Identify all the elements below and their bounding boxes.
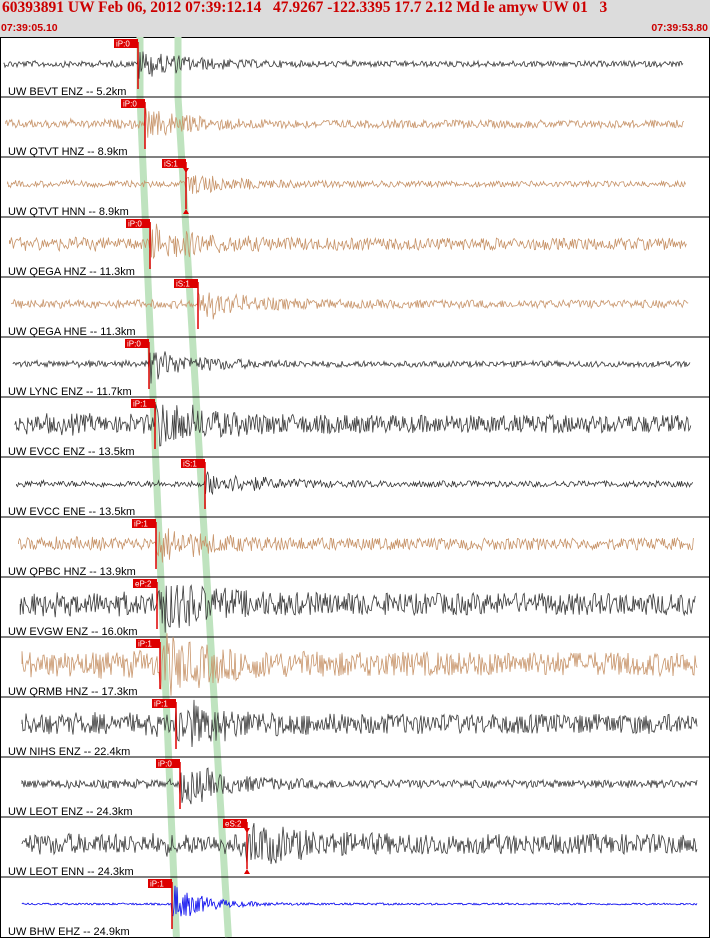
trace-label: UW BEVT ENZ -- 5.2km: [8, 86, 126, 98]
trace-row[interactable]: eS:2 UW LEOT ENN -- 24.3km: [0, 816, 710, 878]
trace-label: UW LYNC ENZ -- 11.7km: [8, 386, 132, 398]
pick-label: iP:0: [158, 760, 172, 769]
waveform: [16, 471, 693, 496]
trace-label: UW EVCC ENZ -- 13.5km: [8, 446, 135, 458]
trace-row[interactable]: iP:0 UW BEVT ENZ -- 5.2km: [3, 39, 684, 98]
trace-label: UW QTVT HNN -- 8.9km: [8, 206, 129, 218]
pick-label: iS:1: [183, 460, 197, 469]
pick-label: iP:0: [128, 220, 142, 229]
pick-flag[interactable]: [152, 699, 176, 708]
event-title: 60393891 UW Feb 06, 2012 07:39:12.14 47.…: [2, 0, 608, 16]
waveform: [19, 584, 696, 633]
trace-row[interactable]: iP:0 UW LEOT ENZ -- 24.3km: [0, 756, 710, 818]
pick-flag[interactable]: [121, 99, 145, 108]
waveform: [12, 351, 691, 384]
pick-label: iS:1: [176, 280, 190, 289]
pick-flag[interactable]: [156, 759, 180, 768]
waveform: [21, 823, 698, 865]
pick-label: iP:1: [154, 700, 168, 709]
waveform: [3, 51, 684, 79]
pick-flag[interactable]: [181, 459, 205, 468]
trace-label: UW EVCC ENE -- 13.5km: [8, 506, 135, 518]
trace-label: UW EVGW ENZ -- 16.0km: [8, 626, 138, 638]
pick-flag[interactable]: [125, 339, 149, 348]
pick-flag[interactable]: [162, 159, 186, 168]
waveform: [21, 885, 698, 917]
pick-marker-top: [244, 828, 250, 833]
pick-label: iP:1: [138, 640, 152, 649]
pick-label: iP:1: [150, 880, 164, 889]
pick-flag[interactable]: [132, 519, 156, 528]
trace-row[interactable]: iP:0 UW QEGA HNZ -- 11.3km: [0, 216, 710, 278]
waveform: [7, 175, 686, 195]
pick-label: iP:0: [127, 340, 141, 349]
pick-marker-bottom: [183, 209, 189, 214]
trace-row[interactable]: iP:1 UW NIHS ENZ -- 22.4km: [0, 696, 710, 758]
pick-flag[interactable]: [131, 399, 155, 408]
pick-flag[interactable]: [133, 579, 157, 588]
trace-label: UW QRMB HNZ -- 17.3km: [8, 686, 138, 698]
waveform: [18, 528, 694, 563]
pick-label: eS:2: [225, 820, 242, 829]
waveform: [21, 767, 698, 805]
p-phase-band: [136, 37, 180, 938]
start-time: 07:39:05.10: [1, 22, 58, 34]
waveform: [21, 699, 698, 748]
trace-label: UW QEGA HNE -- 11.3km: [8, 326, 136, 338]
trace-row[interactable]: iP:1 UW BHW EHZ -- 24.9km: [0, 876, 710, 938]
pick-flag[interactable]: [126, 219, 150, 228]
pick-label: iP:1: [133, 400, 147, 409]
trace-row[interactable]: iS:1 UW QTVT HNN -- 8.9km: [0, 156, 710, 218]
waveform: [21, 633, 698, 696]
trace-label: UW QEGA HNZ -- 11.3km: [8, 266, 135, 278]
waveform: [14, 404, 692, 447]
waveform: [5, 108, 685, 138]
pick-marker-bottom: [244, 869, 250, 874]
pick-label: iP:0: [123, 100, 137, 109]
pick-marker-top: [183, 168, 189, 173]
trace-row[interactable]: iS:1 UW QEGA HNE -- 11.3km: [0, 276, 710, 338]
waveform: [9, 222, 687, 260]
pick-label: iS:1: [164, 160, 178, 169]
trace-row[interactable]: iP:0 UW LYNC ENZ -- 11.7km: [0, 336, 710, 398]
end-time: 07:39:53.80: [651, 22, 708, 34]
pick-label: eP:2: [135, 580, 152, 589]
trace-label: UW LEOT ENZ -- 24.3km: [8, 806, 132, 818]
pick-flag[interactable]: [148, 879, 172, 888]
pick-flag[interactable]: [223, 819, 247, 828]
trace-row[interactable]: iP:1 UW QRMB HNZ -- 17.3km: [0, 633, 710, 698]
pick-label: iP:0: [116, 40, 130, 49]
pick-flag[interactable]: [114, 39, 138, 48]
pick-flag[interactable]: [174, 279, 198, 288]
s-phase-band: [174, 37, 232, 938]
trace-row[interactable]: eP:2 UW EVGW ENZ -- 16.0km: [0, 576, 710, 638]
pick-flag[interactable]: [136, 639, 160, 648]
pick-label: iP:1: [134, 520, 148, 529]
trace-row[interactable]: iP:1 UW QPBC HNZ -- 13.9km: [0, 516, 710, 578]
trace-label: UW QTVT HNZ -- 8.9km: [8, 146, 128, 158]
waveform: [10, 292, 689, 320]
trace-row[interactable]: iS:1 UW EVCC ENE -- 13.5km: [0, 456, 710, 518]
trace-label: UW NIHS ENZ -- 22.4km: [8, 746, 130, 758]
trace-label: UW LEOT ENN -- 24.3km: [8, 866, 134, 878]
trace-label: UW QPBC HNZ -- 13.9km: [8, 566, 136, 578]
event-header: 60393891 UW Feb 06, 2012 07:39:12.14 47.…: [0, 0, 710, 38]
seismogram-plot[interactable]: iP:0 UW BEVT ENZ -- 5.2km iP:0 UW QTVT HNZ …: [0, 37, 710, 938]
trace-label: UW BHW EHZ -- 24.9km: [8, 926, 130, 938]
trace-row[interactable]: iP:0 UW QTVT HNZ -- 8.9km: [0, 96, 710, 158]
trace-row[interactable]: iP:1 UW EVCC ENZ -- 13.5km: [0, 396, 710, 458]
